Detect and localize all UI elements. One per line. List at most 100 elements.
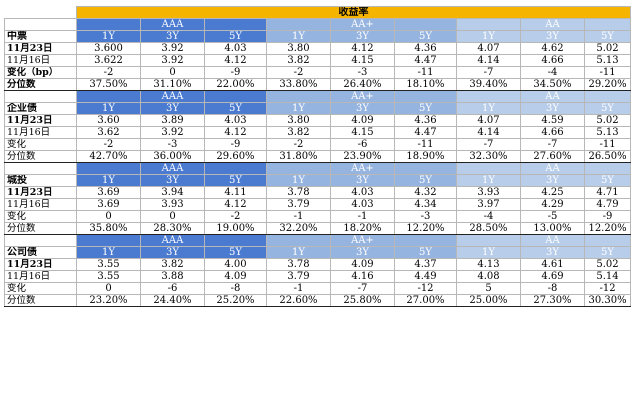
row-label: 11月23日 — [4, 258, 77, 271]
grade-header-cell: AA — [520, 234, 585, 247]
value-cell: -9 — [583, 210, 632, 223]
grade-header-row: AAA AA+ AA — [4, 234, 632, 247]
grade-header-filler — [456, 18, 521, 31]
value-cell: 3.55 — [76, 270, 141, 283]
value-cell: 4.12 — [204, 126, 267, 139]
grade-header-filler — [204, 90, 267, 103]
tenor-header-cell: 3Y — [140, 102, 205, 115]
value-cell: 12.20% — [394, 222, 457, 235]
value-cell: 4.47 — [394, 126, 457, 139]
value-cell: -8 — [204, 282, 267, 295]
table-row: 11月23日 3.69 3.94 4.11 3.78 4.03 4.32 3.93 4.25 4.… — [4, 186, 632, 199]
value-cell: -9 — [204, 66, 267, 79]
row-label: 11月23日 — [4, 186, 77, 199]
tenor-header-cell: 3Y — [520, 174, 585, 187]
tenor-header-cell: 3Y — [140, 246, 205, 259]
value-cell: 0 — [140, 66, 205, 79]
value-cell: 25.80% — [330, 294, 395, 307]
value-cell: 5.02 — [583, 42, 632, 55]
table-row: 变化 0 0 -2 -1 -1 -3 -4 -5 -9 — [4, 210, 632, 223]
section-name: 企业债 — [4, 102, 77, 115]
row-label: 变化 — [4, 138, 77, 151]
table-row: 分位数 42.70% 36.00% 29.60% 31.80% 23.90% 18.90% 3… — [4, 150, 632, 163]
value-cell: 4.12 — [204, 198, 267, 211]
grade-header-cell: AA+ — [330, 18, 395, 31]
grade-header-filler — [456, 234, 521, 247]
value-cell: 3.93 — [456, 186, 521, 199]
row-label: 变化（bp） — [4, 66, 77, 79]
tenor-header-row: 城投 1Y 3Y 5Y 1Y 3Y 5Y 1Y 3Y 5Y — [4, 174, 632, 187]
grade-header-filler — [456, 90, 521, 103]
value-cell: 32.20% — [266, 222, 331, 235]
grade-header-cell: AA+ — [330, 234, 395, 247]
grade-header-filler — [266, 162, 331, 175]
grade-header-filler — [266, 234, 331, 247]
value-cell: 4.61 — [520, 258, 585, 271]
grade-header-filler — [583, 162, 632, 175]
value-cell: -2 — [266, 138, 331, 151]
section-label-top — [4, 18, 77, 31]
value-cell: 4.47 — [394, 54, 457, 67]
tenor-header-cell: 5Y — [583, 246, 632, 259]
value-cell: 4.09 — [204, 270, 267, 283]
grade-header-filler — [76, 234, 141, 247]
value-cell: 5.02 — [583, 258, 632, 271]
value-cell: 5 — [456, 282, 521, 295]
grade-header-cell: AA — [520, 162, 585, 175]
value-cell: 3.69 — [76, 186, 141, 199]
value-cell: 3.92 — [140, 126, 205, 139]
tenor-header-cell: 5Y — [204, 30, 267, 43]
value-cell: 4.07 — [456, 42, 521, 55]
value-cell: 31.80% — [266, 150, 331, 163]
value-cell: -7 — [456, 66, 521, 79]
value-cell: 3.82 — [266, 126, 331, 139]
value-cell: 4.15 — [330, 126, 395, 139]
value-cell: -9 — [204, 138, 267, 151]
value-cell: 23.20% — [76, 294, 141, 307]
value-cell: 3.600 — [76, 42, 141, 55]
value-cell: 4.62 — [520, 42, 585, 55]
tenor-header-cell: 1Y — [456, 174, 521, 187]
grade-header-filler — [583, 18, 632, 31]
value-cell: 37.50% — [76, 78, 141, 91]
value-cell: -6 — [140, 282, 205, 295]
value-cell: 29.20% — [583, 78, 632, 91]
value-cell: 4.79 — [583, 198, 632, 211]
tenor-header-row: 企业债 1Y 3Y 5Y 1Y 3Y 5Y 1Y 3Y 5Y — [4, 102, 632, 115]
row-label: 11月23日 — [4, 42, 77, 55]
value-cell: 4.25 — [520, 186, 585, 199]
table-row: 11月23日 3.55 3.82 4.00 3.78 4.09 4.37 4.13 4.61 5.… — [4, 258, 632, 271]
value-cell: -8 — [520, 282, 585, 295]
value-cell: 5.13 — [583, 54, 632, 67]
value-cell: 4.12 — [204, 54, 267, 67]
grade-header-filler — [394, 18, 457, 31]
value-cell: 3.62 — [76, 126, 141, 139]
value-cell: 0 — [76, 210, 141, 223]
value-cell: -7 — [520, 138, 585, 151]
value-cell: 3.93 — [140, 198, 205, 211]
value-cell: 12.20% — [583, 222, 632, 235]
value-cell: 4.09 — [330, 114, 395, 127]
value-cell: 4.71 — [583, 186, 632, 199]
value-cell: 3.97 — [456, 198, 521, 211]
row-label: 11月23日 — [4, 114, 77, 127]
row-label: 变化 — [4, 282, 77, 295]
grade-header-cell: AAA — [140, 18, 205, 31]
value-cell: 3.89 — [140, 114, 205, 127]
value-cell: 4.59 — [520, 114, 585, 127]
value-cell: 4.08 — [456, 270, 521, 283]
value-cell: 4.36 — [394, 114, 457, 127]
value-cell: -4 — [520, 66, 585, 79]
value-cell: 3.92 — [140, 54, 205, 67]
grade-header-filler — [394, 162, 457, 175]
grade-header-cell: AA+ — [330, 162, 395, 175]
grade-header-filler — [394, 234, 457, 247]
value-cell: 18.90% — [394, 150, 457, 163]
value-cell: 23.90% — [330, 150, 395, 163]
grade-header-filler — [76, 90, 141, 103]
tenor-header-cell: 5Y — [394, 174, 457, 187]
tenor-header-cell: 3Y — [330, 246, 395, 259]
value-cell: 4.34 — [394, 198, 457, 211]
value-cell: 3.82 — [140, 258, 205, 271]
tenor-header-cell: 3Y — [140, 174, 205, 187]
